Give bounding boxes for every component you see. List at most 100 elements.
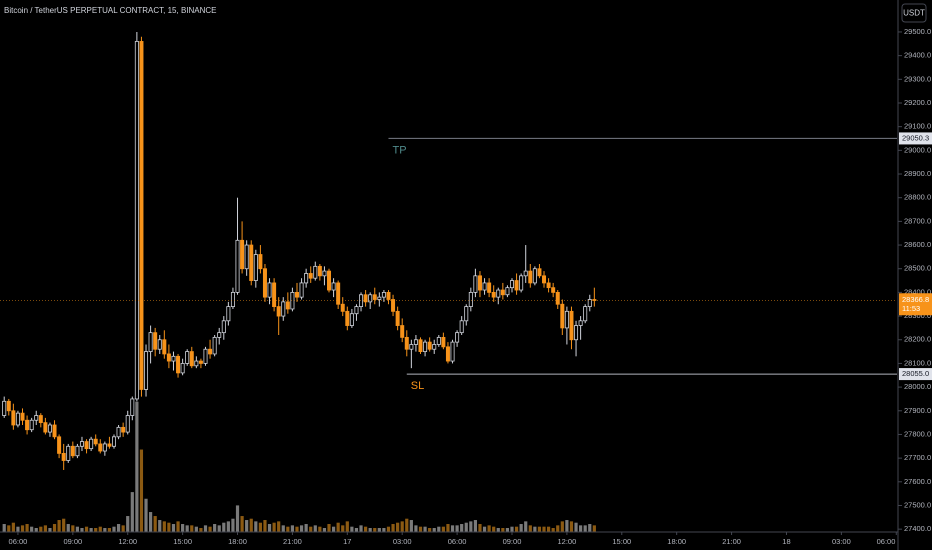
volume-bar	[107, 528, 112, 532]
y-tick-label: 29200.0	[904, 98, 931, 107]
candle-body	[235, 239, 240, 293]
volume-bar	[423, 526, 427, 532]
candle-body	[294, 291, 299, 298]
candle-body	[464, 306, 469, 322]
candle-body	[299, 282, 304, 298]
volume-bar	[254, 521, 258, 532]
x-tick-label: 21:00	[283, 537, 302, 546]
candle-body	[455, 332, 460, 343]
candle-body	[386, 291, 391, 300]
candle-body	[345, 310, 350, 326]
volume-bar	[11, 522, 15, 532]
candle-body	[125, 415, 130, 433]
candle-body	[555, 291, 560, 305]
volume-bar	[48, 528, 52, 532]
candle-body	[436, 336, 441, 345]
volume-bar	[345, 521, 349, 532]
volume-bar	[322, 528, 327, 532]
candle-body	[546, 282, 551, 289]
volume-bar	[235, 505, 240, 532]
candle-body	[47, 424, 52, 433]
currency-label[interactable]: USDT	[903, 9, 925, 18]
volume-bar	[492, 526, 496, 532]
volume-bar	[505, 528, 510, 532]
volume-bar	[57, 520, 61, 532]
y-tick-label: 29100.0	[904, 122, 931, 131]
volume-bar	[309, 526, 313, 532]
y-tick-label: 27500.0	[904, 500, 931, 509]
y-tick-label: 28500.0	[904, 264, 931, 273]
volume-bar	[373, 528, 377, 532]
candle-body	[84, 441, 89, 450]
volume-bar	[396, 522, 400, 532]
candle-body	[354, 306, 359, 315]
candle-body	[418, 339, 423, 352]
x-tick-label: 06:00	[9, 537, 28, 546]
volume-bar	[258, 522, 262, 532]
volume-bar	[510, 526, 514, 532]
plot: TP SL	[0, 31, 897, 470]
y-tick-label: 27400.0	[904, 524, 931, 533]
volume-bar	[496, 528, 500, 532]
candle-body	[79, 441, 84, 447]
candle-body	[116, 426, 121, 438]
x-tick-label: 03:00	[393, 537, 412, 546]
volume-bar	[473, 520, 477, 532]
candle-body	[500, 289, 505, 296]
x-tick-label: 15:00	[173, 537, 192, 546]
level-price-box	[899, 368, 932, 381]
volume-bar	[592, 525, 596, 532]
candle-body	[381, 291, 386, 298]
volume-bar	[487, 525, 491, 532]
volume-bar	[98, 526, 102, 532]
axes: 27400.0 27500.0 27600.0 27700.0 27800.0 27900…	[9, 27, 932, 546]
volume-bar	[286, 526, 290, 532]
volume-bar	[519, 524, 523, 532]
candle-body	[409, 344, 414, 350]
volume-bar	[546, 526, 551, 532]
volume-bar	[281, 525, 285, 532]
volume-bar	[84, 526, 89, 532]
candle-body	[203, 348, 208, 364]
volume-bar	[299, 525, 304, 532]
volume-bar	[130, 492, 134, 532]
candle-body	[258, 254, 263, 270]
candle-body	[349, 313, 354, 326]
y-tick-label: 29300.0	[904, 74, 931, 83]
candle-body	[112, 436, 117, 447]
candle-body	[441, 336, 446, 348]
candle-body	[102, 443, 107, 452]
candle-body	[189, 351, 194, 367]
volume-bar	[560, 521, 564, 532]
candle-body	[157, 339, 162, 350]
volume-bar	[158, 520, 162, 532]
countdown-label: 11:53	[902, 304, 920, 313]
candle-body	[363, 294, 368, 303]
volume-bar	[556, 525, 560, 532]
volume-bar	[231, 518, 235, 532]
currency-button[interactable]	[901, 3, 927, 23]
volume-bar	[217, 525, 221, 532]
candle-body	[208, 348, 213, 355]
candle-body	[217, 332, 222, 338]
y-tick-label: 27600.0	[904, 477, 931, 486]
candle-body	[308, 273, 313, 279]
candle-body	[400, 325, 405, 338]
candle-body	[272, 282, 277, 308]
volume-bar	[377, 528, 381, 532]
volume-bar	[71, 525, 75, 532]
candle-body	[313, 265, 318, 279]
volume-bar	[39, 526, 43, 532]
candle-body	[432, 344, 437, 350]
y-tick-label: 27700.0	[904, 453, 931, 462]
y-tick-label: 28700.0	[904, 216, 931, 225]
candle-body	[70, 445, 75, 457]
volume-bar	[400, 521, 404, 532]
volume-bar	[304, 524, 308, 532]
candle-body	[134, 41, 139, 400]
volume-bar	[469, 521, 473, 532]
candle-body	[253, 254, 258, 281]
y-tick-label: 29500.0	[904, 27, 931, 36]
candle-body	[180, 363, 185, 374]
candle-body	[391, 299, 396, 312]
